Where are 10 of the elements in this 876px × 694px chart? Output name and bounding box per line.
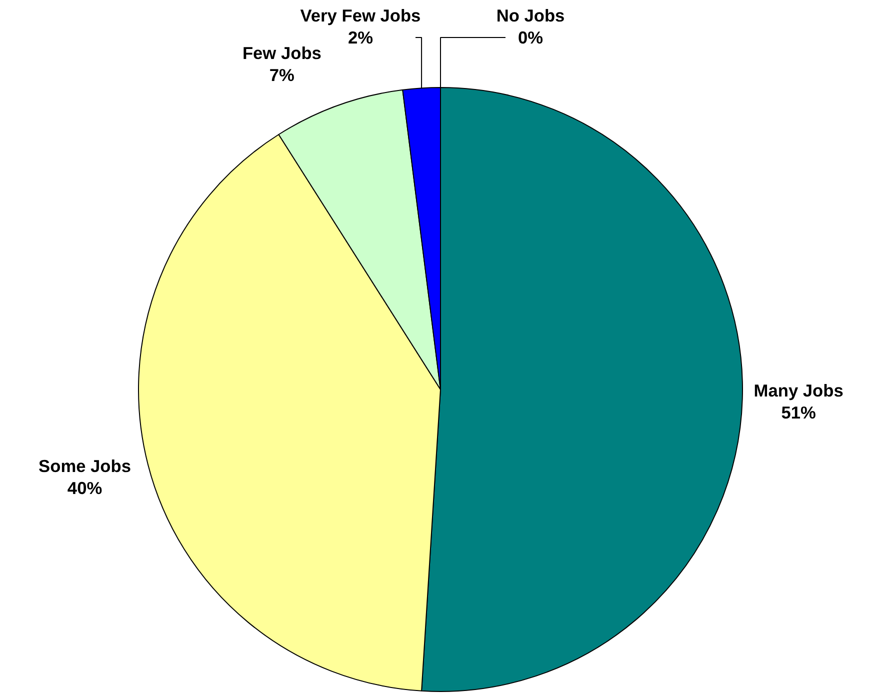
category-label: No Jobs [496,6,565,26]
slice-label: Many Jobs [754,380,844,400]
data-label: 2% [348,28,374,48]
slice-label: Some Jobs [38,456,131,476]
slice-label: Very Few Jobs [300,6,421,26]
data-label: 40% [67,478,102,498]
text: 0% [518,28,544,48]
data-label: 7% [269,65,294,86]
slice-label: Few Jobs [242,43,322,64]
data-label: 51% [781,402,816,422]
